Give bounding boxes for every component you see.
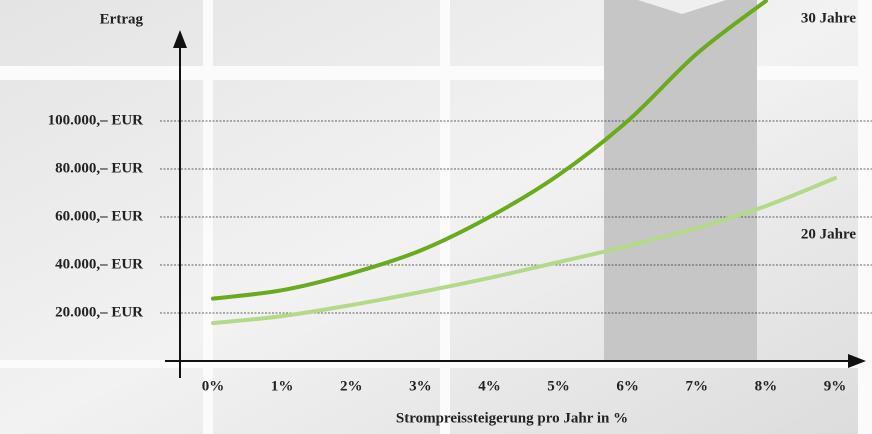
x-tick-label: 7% <box>686 378 709 394</box>
x-axis-title: Strompreissteigerung pro Jahr in % <box>396 410 628 426</box>
y-axis-title: Ertrag <box>100 11 144 27</box>
y-axis-arrow <box>173 30 187 48</box>
legend-label: 30 Jahre <box>801 10 856 26</box>
x-tick-label: 4% <box>478 378 501 394</box>
y-tick-label: 40.000,– EUR <box>55 256 143 272</box>
y-tick-label: 20.000,– EUR <box>55 304 143 320</box>
x-tick-label: 6% <box>616 378 639 394</box>
y-tick-label: 100.000,– EUR <box>48 112 144 128</box>
y-tick-label: 60.000,– EUR <box>55 208 143 224</box>
y-tick-label: 80.000,– EUR <box>55 160 143 176</box>
series-line <box>211 176 837 326</box>
x-tick-label: 0% <box>202 378 225 394</box>
x-tick-label: 8% <box>755 378 778 394</box>
series-line <box>211 0 768 301</box>
x-axis-arrow <box>848 354 866 368</box>
x-tick-label: 1% <box>271 378 294 394</box>
x-tick-label: 5% <box>547 378 570 394</box>
x-tick-label: 9% <box>824 378 847 394</box>
highlight-band <box>604 0 757 361</box>
legend-label: 20 Jahre <box>801 226 856 242</box>
x-tick-label: 2% <box>340 378 363 394</box>
x-tick-label: 3% <box>409 378 432 394</box>
